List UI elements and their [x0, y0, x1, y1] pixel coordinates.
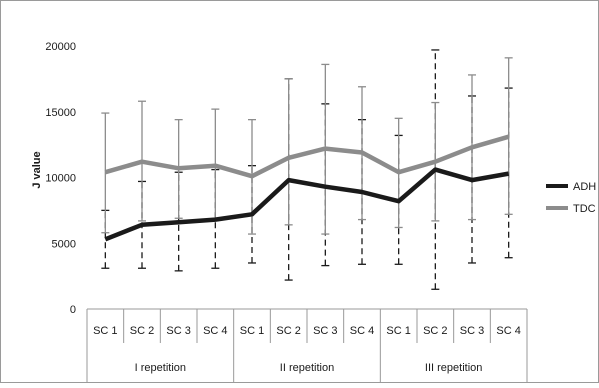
x-tick-label: SC 3	[166, 325, 190, 337]
y-tick-label: 20000	[45, 41, 76, 53]
x-tick-label: SC 2	[130, 325, 154, 337]
x-tick-label: SC 2	[423, 325, 447, 337]
series-line-adh	[104, 167, 510, 242]
y-axis-label: J value	[31, 151, 43, 188]
group-label: III repetition	[425, 362, 482, 374]
y-tick-label: 15000	[45, 107, 76, 119]
x-tick-label: SC 4	[203, 325, 227, 337]
x-tick-label: SC 3	[313, 325, 337, 337]
x-tick-label: SC 4	[350, 325, 374, 337]
x-tick-label: SC 2	[276, 325, 300, 337]
group-label: I repetition	[135, 362, 186, 374]
legend: ADH TDC	[546, 181, 596, 215]
y-tick-label: 5000	[52, 238, 76, 250]
x-tick-label: SC 1	[386, 325, 410, 337]
legend-label-tdc: TDC	[573, 203, 596, 215]
axes-layer: 0 5000 10000 15000 20000 SC 1 SC 2 SC 3 SC 4 SC 1…	[45, 41, 528, 383]
y-tick-label: 0	[70, 304, 76, 316]
series-line-tdc	[104, 134, 510, 179]
x-tick-label: SC 3	[460, 325, 484, 337]
x-tick-label: SC 1	[93, 325, 117, 337]
y-tick-label: 10000	[45, 173, 76, 185]
x-tick-label: SC 4	[496, 325, 520, 337]
x-tick-label: SC 1	[240, 325, 264, 337]
series-lines-layer	[104, 134, 510, 242]
legend-label-adh: ADH	[573, 181, 596, 193]
group-label: II repetition	[280, 362, 334, 374]
